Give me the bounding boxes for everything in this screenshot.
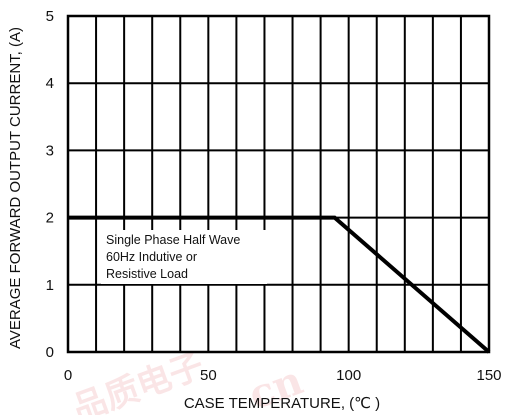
annotation-line: Single Phase Half Wave (106, 233, 240, 247)
x-axis-title: CASE TEMPERATURE, (℃ ) (184, 395, 380, 412)
y-axis-ticks: 0 1 2 3 4 5 (46, 8, 54, 361)
y-tick-label: 5 (46, 8, 54, 25)
y-tick-label: 4 (46, 75, 54, 92)
x-tick-label: 100 (336, 367, 361, 384)
y-tick-label: 0 (46, 344, 54, 361)
annotation-background (101, 230, 267, 284)
x-tick-label: 0 (64, 367, 72, 384)
x-tick-label: 50 (200, 367, 217, 384)
series-layer (68, 215, 491, 354)
plot-border (66, 14, 491, 354)
x-tick-label: 150 (476, 367, 501, 384)
chart-grid (67, 15, 490, 353)
x-axis-ticks: 0 50 100 150 (64, 367, 502, 384)
annotation-box: Single Phase Half Wave 60Hz Indutive or Re… (101, 230, 267, 284)
annotation-line: Resistive Load (106, 267, 188, 281)
plot-frame (66, 14, 491, 354)
annotation-line: 60Hz Indutive or (106, 250, 197, 264)
y-tick-label: 1 (46, 277, 54, 294)
y-tick-label: 2 (46, 210, 54, 227)
derating-curve (68, 215, 491, 354)
y-axis-title: AVERAGE FORWARD OUTPUT CURRENT, (A) (7, 27, 24, 349)
y-tick-label: 3 (46, 142, 54, 159)
